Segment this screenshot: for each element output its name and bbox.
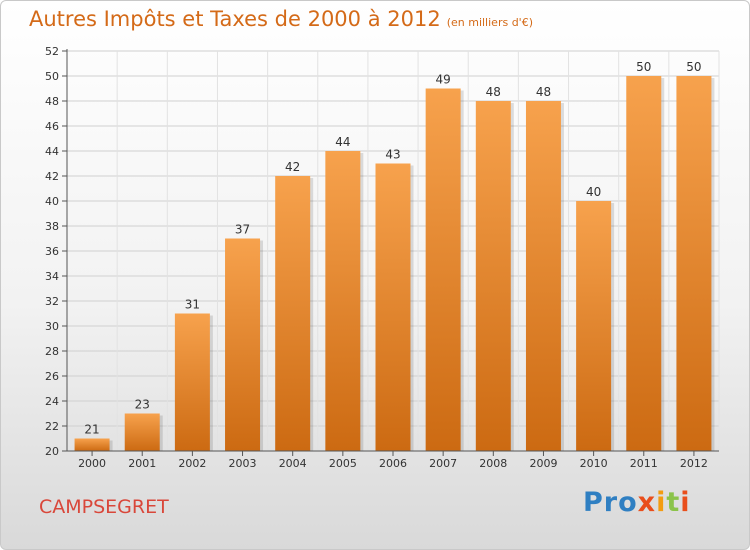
x-tick-label: 2005 (329, 457, 357, 470)
y-tick-label: 20 (45, 445, 59, 458)
x-tick-label: 2000 (78, 457, 106, 470)
x-tick-label: 2006 (379, 457, 407, 470)
logo-part-2: x (637, 487, 657, 518)
chart-title-text: Autres Impôts et Taxes de 2000 à 2012 (29, 7, 441, 31)
value-label: 49 (436, 73, 451, 87)
value-label: 50 (686, 60, 701, 74)
bar-2009 (525, 101, 561, 451)
logo-part-5: i (680, 487, 691, 518)
logo-part-3: i (656, 487, 667, 518)
logo-part-1: Pro (583, 487, 638, 518)
value-label: 31 (185, 298, 200, 312)
value-label: 48 (536, 85, 551, 99)
axes: 20 22 24 26 28 30 32 34 36 38 40 42 44 46 48 50 52 2000 20… (45, 45, 719, 470)
value-label: 37 (235, 223, 250, 237)
x-tick-label: 2001 (128, 457, 156, 470)
y-tick-label: 32 (45, 295, 59, 308)
x-tick-label: 2002 (178, 457, 206, 470)
y-tick-label: 30 (45, 320, 59, 333)
x-tick-label: 2010 (580, 457, 608, 470)
bar-2001 (124, 413, 160, 451)
chart-title: Autres Impôts et Taxes de 2000 à 2012 (en… (29, 7, 533, 31)
value-label: 43 (385, 148, 400, 162)
proxiti-logo: Proxiti (583, 487, 691, 518)
bar-2004 (275, 176, 311, 451)
y-tick-label: 34 (45, 270, 59, 283)
x-tick-label: 2009 (529, 457, 557, 470)
y-tick-label: 42 (45, 170, 59, 183)
x-tick-label: 2004 (279, 457, 307, 470)
commune-name: CAMPSEGRET (39, 496, 169, 518)
bar-2008 (475, 101, 511, 451)
x-tick-label: 2011 (630, 457, 658, 470)
x-tick-label: 2008 (479, 457, 507, 470)
value-label: 44 (335, 135, 350, 149)
value-label: 21 (84, 423, 99, 437)
bar-2002 (174, 313, 210, 451)
value-label: 42 (285, 160, 300, 174)
bar-2010 (576, 201, 612, 451)
y-tick-label: 28 (45, 345, 59, 358)
y-tick-label: 50 (45, 70, 59, 83)
y-tick-label: 48 (45, 95, 59, 108)
x-tick-label: 2007 (429, 457, 457, 470)
y-tick-label: 26 (45, 370, 59, 383)
chart-unit: (en milliers d'€) (446, 16, 533, 29)
bar-2003 (225, 238, 261, 451)
bars: 21 23 31 37 42 44 43 49 48 48 40 50 50 (74, 60, 715, 451)
y-tick-label: 46 (45, 120, 59, 133)
bar-2006 (375, 163, 411, 451)
bar-2007 (425, 88, 461, 451)
y-tick-label: 38 (45, 220, 59, 233)
value-label: 40 (586, 185, 601, 199)
value-label: 23 (135, 398, 150, 412)
logo-part-4: t (666, 487, 681, 518)
bar-2011 (626, 76, 662, 451)
bar-2012 (676, 76, 712, 451)
y-tick-label: 22 (45, 420, 59, 433)
y-tick-label: 36 (45, 245, 59, 258)
y-tick-label: 52 (45, 45, 59, 58)
x-tick-label: 2003 (229, 457, 257, 470)
bar-2005 (325, 151, 361, 451)
y-tick-label: 44 (45, 145, 59, 158)
x-tick-label: 2012 (680, 457, 708, 470)
y-tick-label: 40 (45, 195, 59, 208)
y-tick-label: 24 (45, 395, 59, 408)
value-label: 50 (636, 60, 651, 74)
value-label: 48 (486, 85, 501, 99)
bar-2000 (74, 438, 110, 451)
